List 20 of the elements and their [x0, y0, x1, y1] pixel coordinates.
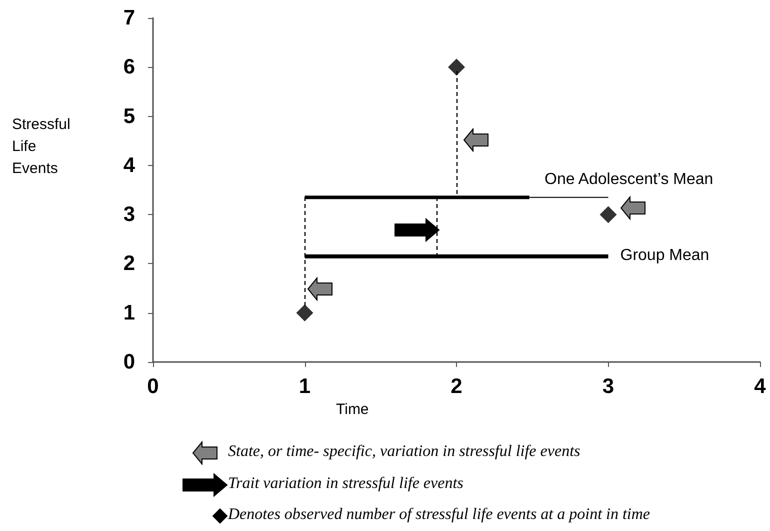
text: Trait variation in stressful life events — [228, 474, 464, 492]
y-tick-label: 6 — [123, 56, 135, 79]
y-tick-label: 3 — [123, 203, 135, 226]
text: State, or time- specific, variation in stressful life events — [228, 443, 580, 461]
y-axis-title: Stressful Life Events — [12, 115, 72, 179]
x-axis-title: Time — [336, 401, 369, 418]
y-tick-label: 5 — [123, 104, 136, 128]
x-tick-label: 1 — [298, 375, 311, 398]
annotation: One Adolescent’s Mean — [544, 171, 714, 190]
y-tick-label: 0 — [123, 350, 135, 374]
x-tick-label: 4 — [754, 375, 766, 398]
y-tick-label: 2 — [123, 252, 135, 276]
x-tick-label: 3 — [602, 375, 614, 398]
text: Denotes observed number of stressful life events at a point in time — [228, 506, 650, 524]
y-tick-label: 4 — [123, 154, 136, 177]
y-tick-label: 1 — [123, 301, 136, 324]
x-tick-label: 2 — [450, 375, 462, 398]
annotation: Group Mean — [620, 247, 710, 266]
y-tick-label: 7 — [123, 6, 135, 30]
x-tick-label: 0 — [147, 375, 159, 398]
